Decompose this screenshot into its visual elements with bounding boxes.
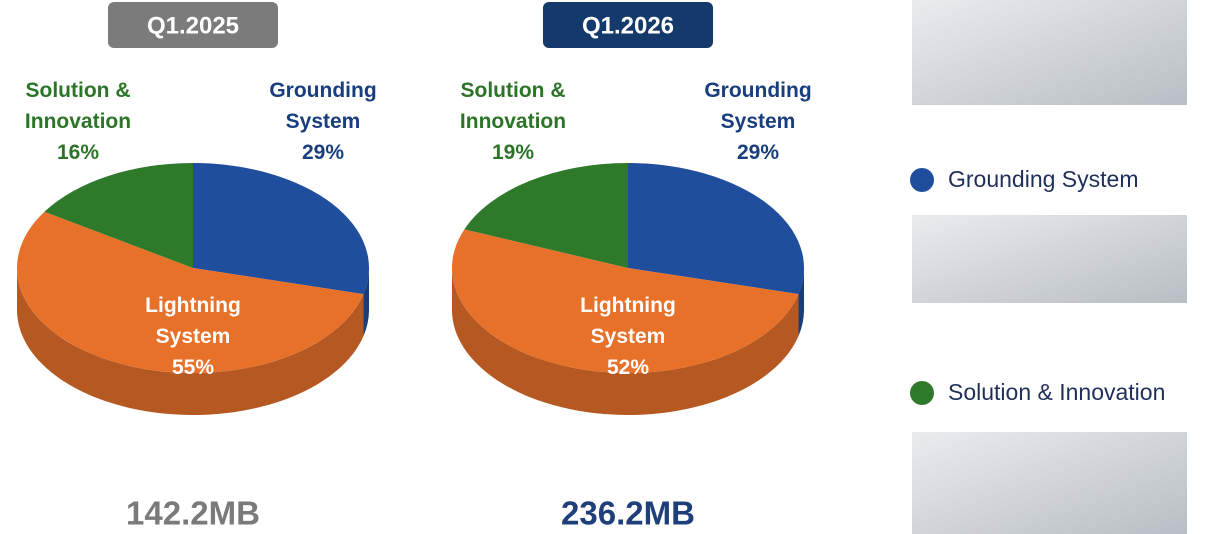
slice-side xyxy=(452,268,799,415)
slice-percent: 29% xyxy=(736,141,780,164)
slice-name: Solution & Innovation xyxy=(459,79,567,133)
slice-label: Solution & Innovation 19% xyxy=(448,75,578,168)
slice-percent: 19% xyxy=(491,141,535,164)
slice-label: Solution & Innovation 16% xyxy=(13,75,143,168)
slice-label: Grounding System 29% xyxy=(258,75,388,168)
slice-name: Lightning System xyxy=(580,294,676,348)
slice-label: Lightning System 52% xyxy=(573,290,683,383)
slice xyxy=(193,163,369,295)
slice xyxy=(16,211,364,374)
product-image xyxy=(912,0,1187,105)
slice-side xyxy=(363,268,369,337)
product-image xyxy=(912,432,1187,534)
slice-side xyxy=(17,268,364,416)
slice-name: Lightning System xyxy=(145,294,241,348)
period-title: Q1.2025 xyxy=(147,12,239,39)
legend-swatch xyxy=(910,381,934,405)
slice xyxy=(628,163,804,295)
slice-label: Lightning System 55% xyxy=(138,290,248,383)
total-value: 142.2MB xyxy=(126,495,260,532)
slice-side xyxy=(798,268,804,337)
period-badge xyxy=(543,2,713,48)
slice-name: Grounding System xyxy=(269,79,377,133)
legend-swatch xyxy=(910,168,934,192)
legend-label: Solution & Innovation xyxy=(948,379,1166,405)
slice xyxy=(452,229,799,374)
slice-percent: 52% xyxy=(606,356,650,379)
period-badge xyxy=(108,2,278,48)
slice xyxy=(44,163,193,268)
slice-name: Solution & Innovation xyxy=(24,79,132,133)
total-value: 236.2MB xyxy=(561,495,695,532)
slice xyxy=(464,163,628,268)
slice-name: Grounding System xyxy=(704,79,812,133)
slice-percent: 55% xyxy=(171,356,215,379)
product-image xyxy=(912,215,1187,303)
slice-label: Grounding System 29% xyxy=(693,75,823,168)
legend-label: Grounding System xyxy=(948,166,1139,192)
period-title: Q1.2026 xyxy=(582,12,674,39)
slice-percent: 16% xyxy=(56,141,100,164)
slice-percent: 29% xyxy=(301,141,345,164)
